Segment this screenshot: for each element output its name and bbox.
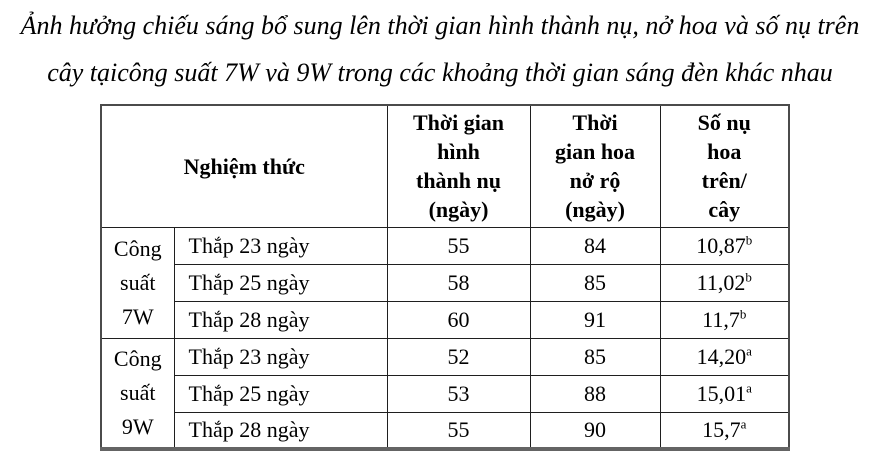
significance-sup: b (745, 269, 752, 285)
data-table: Nghiệm thức Thời gian hình thành nụ (ngà… (100, 104, 791, 451)
bud-formation-days-cell: 58 (386, 263, 531, 302)
significance-sup: a (746, 343, 752, 359)
treatment-cell: Thắp 25 ngày (173, 374, 388, 413)
caption-line-1: Ảnh hưởng chiếu sáng bổ sung lên thời gi… (20, 11, 860, 40)
table-row: Công suất 9W Thắp 23 ngày 52 85 14,20a (100, 337, 790, 450)
treatment-cell: Thắp 25 ngày (173, 263, 388, 302)
full-bloom-days-cell: 91 (529, 300, 661, 339)
buds-per-plant-cell: 11,02b (659, 263, 790, 302)
treatment-cell: Thắp 23 ngày (173, 337, 388, 376)
full-bloom-days-cell: 88 (529, 374, 661, 413)
buds-per-plant-value: 11,7 (702, 306, 740, 332)
treatment-cell: Thắp 28 ngày (173, 411, 388, 450)
buds-per-plant-cell: 10,87b (659, 226, 790, 265)
buds-per-plant-cell: 15,01a (659, 374, 790, 413)
table-row: Thắp 25 ngày 53 88 15,01a (101, 374, 790, 413)
buds-per-plant-cell: 11,7b (659, 300, 790, 339)
table-caption: Ảnh hưởng chiếu sáng bổ sung lên thời gi… (0, 0, 880, 96)
bud-formation-days-cell: 55 (386, 411, 531, 450)
treatment-cell: Thắp 23 ngày (173, 226, 388, 265)
treatment-cell: Thắp 28 ngày (173, 300, 388, 339)
buds-per-plant-value: 14,20 (696, 343, 747, 369)
bud-formation-days-cell: 60 (386, 300, 531, 339)
significance-sup: b (745, 232, 753, 248)
table-row: Công suất 7W Thắp 23 ngày 55 84 10,87b (100, 226, 790, 339)
buds-per-plant-value: 11,02 (696, 269, 746, 295)
buds-per-plant-value: 15,01 (696, 380, 747, 406)
full-bloom-days-cell: 85 (529, 263, 661, 302)
power-group-9w-cell: Công suất 9W (100, 337, 175, 450)
caption-line-2: cây tạicông suất 7W và 9W trong các khoả… (47, 58, 833, 87)
header-treatment: Nghiệm thức (100, 104, 388, 228)
buds-per-plant-cell: 14,20a (659, 337, 790, 376)
header-row: Nghiệm thức Thời gian hình thành nụ (ngà… (100, 104, 790, 228)
bud-formation-days-cell: 53 (386, 374, 531, 413)
table-row: Thắp 28 ngày 60 91 11,7b (101, 300, 790, 339)
bud-formation-days-cell: 52 (386, 337, 531, 376)
full-bloom-days-cell: 84 (529, 226, 661, 265)
significance-sup: a (746, 380, 752, 396)
significance-sup: a (740, 416, 747, 432)
bud-formation-days-cell: 55 (386, 226, 531, 265)
power-group-7w-cell: Công suất 7W (100, 226, 175, 339)
header-buds-per-plant: Số nụ hoa trên/ cây (659, 104, 790, 228)
full-bloom-days-cell: 90 (529, 411, 661, 450)
buds-per-plant-value: 15,7 (702, 416, 741, 442)
significance-sup: b (739, 306, 747, 322)
header-bud-formation-time: Thời gian hình thành nụ (ngày) (386, 104, 531, 228)
buds-per-plant-cell: 15,7a (659, 411, 790, 450)
buds-per-plant-value: 10,87 (696, 232, 746, 258)
table-row: Thắp 25 ngày 58 85 11,02b (101, 263, 790, 302)
header-full-bloom-time: Thời gian hoa nở rộ (ngày) (529, 104, 661, 228)
full-bloom-days-cell: 85 (529, 337, 661, 376)
table-row: Thắp 28 ngày 55 90 15,7a (101, 411, 790, 450)
